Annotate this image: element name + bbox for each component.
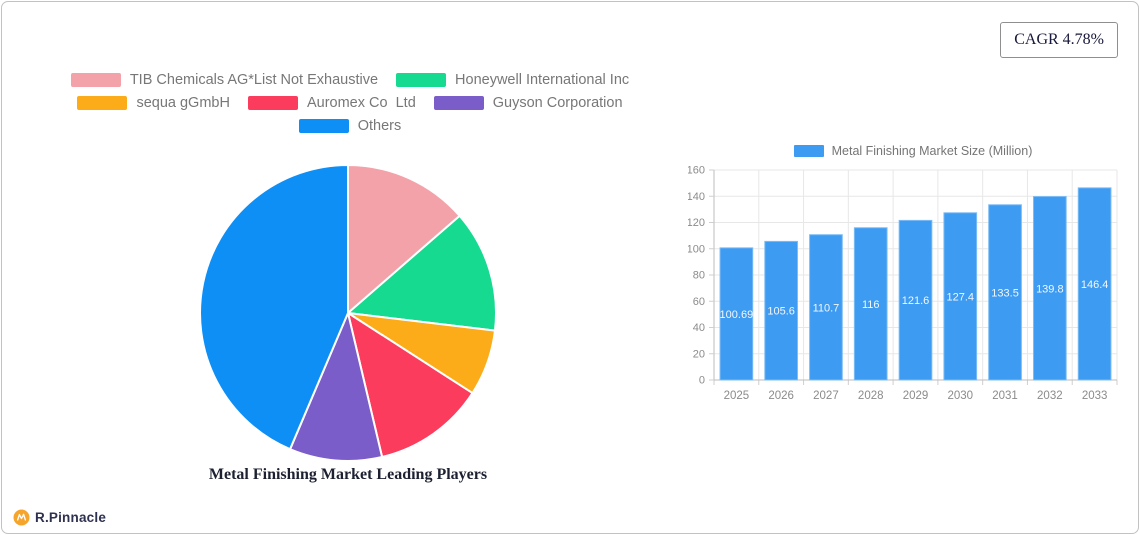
pie-chart-title: Metal Finishing Market Leading Players xyxy=(208,466,488,483)
pie-chart xyxy=(199,164,497,462)
cagr-badge: CAGR 4.78% xyxy=(1000,22,1118,58)
bar-chart: 0 20 40 60 80 100 120 140 160 100.69 2025 105.6 2026… xyxy=(688,165,1118,402)
legend-swatch xyxy=(247,96,298,110)
legend-label: Others xyxy=(357,118,402,134)
x-tick-label: 2031 xyxy=(992,390,1018,402)
legend-swatch xyxy=(433,96,484,110)
y-tick-label: 20 xyxy=(693,348,705,360)
bar-value-label: 146.4 xyxy=(1081,279,1109,291)
legend-swatch xyxy=(396,73,447,87)
bar-2032[interactable] xyxy=(1032,196,1067,381)
bar-value-label: 139.8 xyxy=(1036,283,1064,295)
y-tick-label: 80 xyxy=(693,270,705,282)
pie-legend-item-guyson-corporation[interactable]: Guyson Corporation xyxy=(433,95,623,111)
pie-legend: TIB Chemicals AG*List Not Exhaustive Hone… xyxy=(25,72,675,134)
legend-label: Auromex Co Ltd xyxy=(306,95,416,111)
bar-value-label: 105.6 xyxy=(767,306,795,318)
y-tick-label: 100 xyxy=(688,243,705,255)
bar-2028[interactable] xyxy=(853,227,888,381)
bar-value-label: 133.5 xyxy=(991,287,1019,299)
x-tick-label: 2033 xyxy=(1082,390,1108,402)
legend-swatch xyxy=(70,73,121,87)
pie-slice-guyson-corporation[interactable] xyxy=(289,312,384,462)
bar-2027[interactable] xyxy=(809,234,843,381)
bar-2029[interactable] xyxy=(898,219,933,381)
bar-value-label: 121.6 xyxy=(902,295,930,307)
pie-slice-tib-chemicals-ag-list-not-exhaustive[interactable] xyxy=(347,164,461,314)
x-tick-label: 2028 xyxy=(858,390,884,402)
bar-legend-swatch xyxy=(793,145,824,157)
bar-2030[interactable] xyxy=(943,212,978,381)
bar-2025[interactable] xyxy=(719,247,754,381)
bar-2033[interactable] xyxy=(1077,187,1112,381)
x-tick-label: 2030 xyxy=(947,390,973,402)
brand-logo: R.Pinnacle xyxy=(13,509,106,526)
y-tick-label: 160 xyxy=(688,165,705,177)
legend-label: TIB Chemicals AG*List Not Exhaustive xyxy=(129,72,379,88)
legend-swatch xyxy=(298,119,349,133)
y-tick-label: 60 xyxy=(693,296,705,308)
bar-value-label: 110.7 xyxy=(813,302,840,314)
brand-name: R.Pinnacle xyxy=(35,510,107,525)
legend-swatch xyxy=(77,96,128,110)
pie-slice-honeywell-international-inc[interactable] xyxy=(347,214,497,332)
pie-legend-item-others[interactable]: Others xyxy=(298,118,402,134)
bar-chart-panel: Metal Finishing Market Size (Million) 0 2… xyxy=(688,140,1138,410)
y-tick-label: 40 xyxy=(693,322,705,334)
bar-legend-label: Metal Finishing Market Size (Million) xyxy=(831,144,1033,158)
bar-value-label: 116 xyxy=(862,299,880,311)
x-tick-label: 2032 xyxy=(1037,390,1063,402)
bar-value-label: 100.69 xyxy=(720,309,754,321)
x-tick-label: 2027 xyxy=(813,390,839,402)
x-tick-label: 2025 xyxy=(724,390,750,402)
bar-2026[interactable] xyxy=(764,240,799,381)
x-tick-label: 2029 xyxy=(903,390,929,402)
brand-logo-icon xyxy=(13,509,30,526)
bar-legend-item[interactable]: Metal Finishing Market Size (Million) xyxy=(688,144,1138,158)
pie-legend-item-sequa-ggmbh[interactable]: sequa gGmbH xyxy=(77,95,230,111)
pie-legend-item-tib-chemicals-ag-list-not-exhaustive[interactable]: TIB Chemicals AG*List Not Exhaustive xyxy=(70,72,379,88)
y-tick-label: 120 xyxy=(688,217,705,229)
pie-legend-item-honeywell-international-inc[interactable]: Honeywell International Inc xyxy=(396,72,629,88)
x-tick-label: 2026 xyxy=(768,390,794,402)
bar-value-label: 127.4 xyxy=(947,291,975,303)
pie-slice-auromex-co-ltd[interactable] xyxy=(347,312,474,459)
y-tick-label: 0 xyxy=(699,375,705,387)
pie-slice-others[interactable] xyxy=(199,164,349,451)
bar-2031[interactable] xyxy=(988,204,1022,381)
legend-label: Guyson Corporation xyxy=(492,95,623,111)
pie-legend-item-auromex-co-ltd[interactable]: Auromex Co Ltd xyxy=(247,95,416,111)
legend-label: sequa gGmbH xyxy=(136,95,230,111)
legend-label: Honeywell International Inc xyxy=(455,72,630,88)
y-tick-label: 140 xyxy=(688,191,705,203)
